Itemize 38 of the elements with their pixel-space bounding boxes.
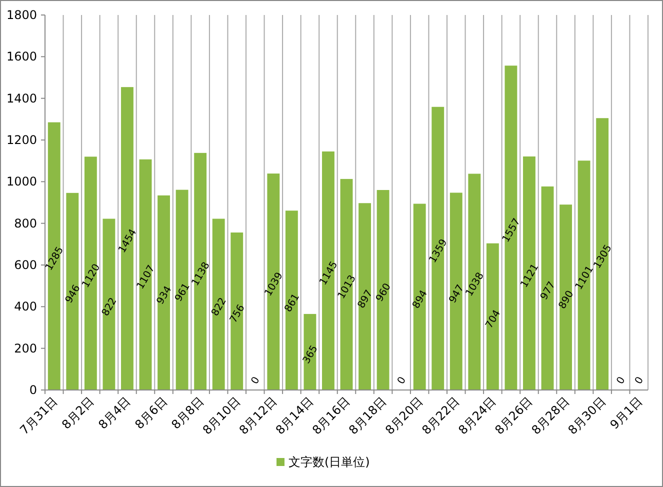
legend-label: 文字数(日単位)	[288, 455, 370, 469]
bar	[66, 192, 79, 390]
x-tick-label: 9月1日	[607, 394, 645, 432]
bar	[358, 203, 371, 390]
y-tick-label: 800	[14, 216, 37, 230]
data-label: 0	[250, 375, 262, 386]
bar	[212, 218, 225, 390]
bar	[285, 210, 298, 390]
data-label: 0	[396, 375, 409, 386]
y-tick-label: 1000	[6, 174, 37, 189]
bar	[304, 314, 316, 390]
y-tick-label: 200	[14, 341, 37, 356]
bar	[541, 186, 554, 390]
bar	[230, 232, 244, 390]
bar	[84, 156, 97, 390]
bar	[158, 195, 170, 390]
y-tick-label: 0	[29, 383, 37, 397]
data-label: 0	[615, 375, 628, 386]
y-tick-label: 600	[14, 258, 37, 272]
data-label: 861	[282, 292, 302, 314]
bar	[376, 190, 390, 390]
bar	[450, 192, 462, 390]
x-tick-label: 8月4日	[96, 394, 134, 432]
data-label: 961	[173, 282, 192, 304]
x-tick-label: 7月31日	[17, 394, 60, 438]
y-tick-label: 1800	[6, 8, 37, 22]
data-label: 0	[633, 375, 646, 386]
y-tick-label: 1600	[6, 50, 37, 64]
bar	[486, 243, 499, 390]
y-tick-label: 400	[14, 300, 37, 314]
bar	[102, 218, 116, 390]
y-tick-label: 1400	[6, 91, 37, 106]
bar	[413, 204, 426, 390]
y-tick-label: 1200	[6, 133, 37, 147]
bar	[176, 190, 188, 390]
x-tick-label: 8月6日	[132, 394, 170, 432]
bar	[560, 204, 572, 390]
x-tick-label: 8月2日	[59, 394, 97, 432]
